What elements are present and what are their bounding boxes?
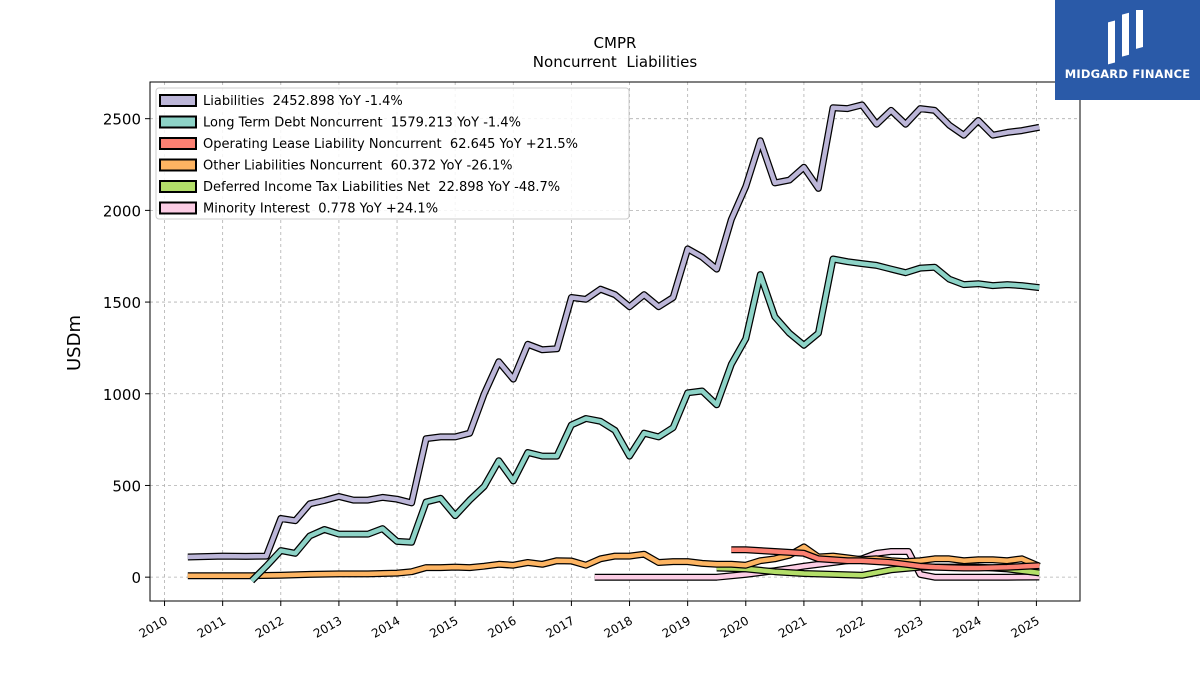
chart-subtitle: Noncurrent Liabilities (533, 53, 698, 71)
y-tick-label: 2000 (103, 202, 141, 220)
x-tick-label: 2022 (834, 613, 867, 640)
series-other-liabilities-noncurrent (187, 543, 1041, 580)
x-tick-label: 2017 (543, 613, 576, 640)
plot-frame (149, 81, 1081, 602)
legend-label: Deferred Income Tax Liabilities Net 22.8… (203, 180, 560, 195)
x-tick-label: 2014 (369, 613, 402, 640)
legend-label: Other Liabilities Noncurrent 60.372 YoY … (203, 159, 513, 174)
midgard-logo-icon (1108, 10, 1143, 65)
legend-swatch (159, 115, 197, 129)
x-tick-label: 2010 (137, 613, 170, 640)
x-tick-label: 2020 (718, 613, 751, 640)
brand-name: MIDGARD FINANCE (1064, 67, 1191, 81)
x-tick-label: 2025 (1008, 613, 1041, 640)
x-tick-label: 2023 (892, 613, 925, 640)
legend-swatch (159, 158, 197, 172)
y-tick-label: 1500 (103, 294, 141, 312)
y-tick-label: 1000 (103, 386, 141, 404)
x-tick-label: 2012 (253, 613, 286, 640)
x-tick-label: 2013 (311, 613, 344, 640)
x-tick-label: 2021 (776, 613, 809, 640)
series-line (187, 102, 1040, 560)
legend-label: Liabilities 2452.898 YoY -1.4% (203, 94, 403, 109)
series-line (731, 547, 1040, 571)
legend-label: Operating Lease Liability Noncurrent 62.… (203, 137, 578, 152)
x-tick-label: 2019 (660, 613, 693, 640)
legend-swatch (159, 94, 197, 107)
legend-swatch (159, 180, 197, 193)
legend-swatch (159, 201, 197, 215)
series-lines (187, 101, 1041, 584)
y-tick-label: 500 (112, 477, 141, 495)
legend-label: Long Term Debt Noncurrent 1579.213 YoY -… (203, 116, 521, 131)
legend-swatch (159, 137, 197, 150)
series-operating-lease-liability-noncurrent (731, 546, 1040, 572)
series-liabilities (187, 101, 1040, 561)
series-line (250, 256, 1040, 583)
x-tick-label: 2024 (950, 613, 983, 640)
x-tick-label: 2018 (602, 613, 635, 640)
series-long-term-debt-noncurrent (249, 255, 1040, 584)
y-axis-label: USDm (64, 315, 85, 371)
x-tick-label: 2016 (485, 613, 518, 640)
brand-logo: MIDGARD FINANCE (1055, 0, 1200, 100)
legend: Liabilities 2452.898 YoY -1.4% Long Term … (155, 87, 630, 220)
legend-frame (155, 87, 630, 220)
legend-label: Minority Interest 0.778 YoY +24.1% (203, 202, 438, 217)
x-tick-label: 2011 (195, 613, 228, 640)
series-line (187, 544, 1041, 578)
y-tick-label: 2500 (103, 111, 141, 129)
x-tick-label: 2015 (427, 613, 460, 640)
y-tick-label: 0 (131, 569, 141, 587)
chart-title: CMPR (594, 34, 637, 52)
